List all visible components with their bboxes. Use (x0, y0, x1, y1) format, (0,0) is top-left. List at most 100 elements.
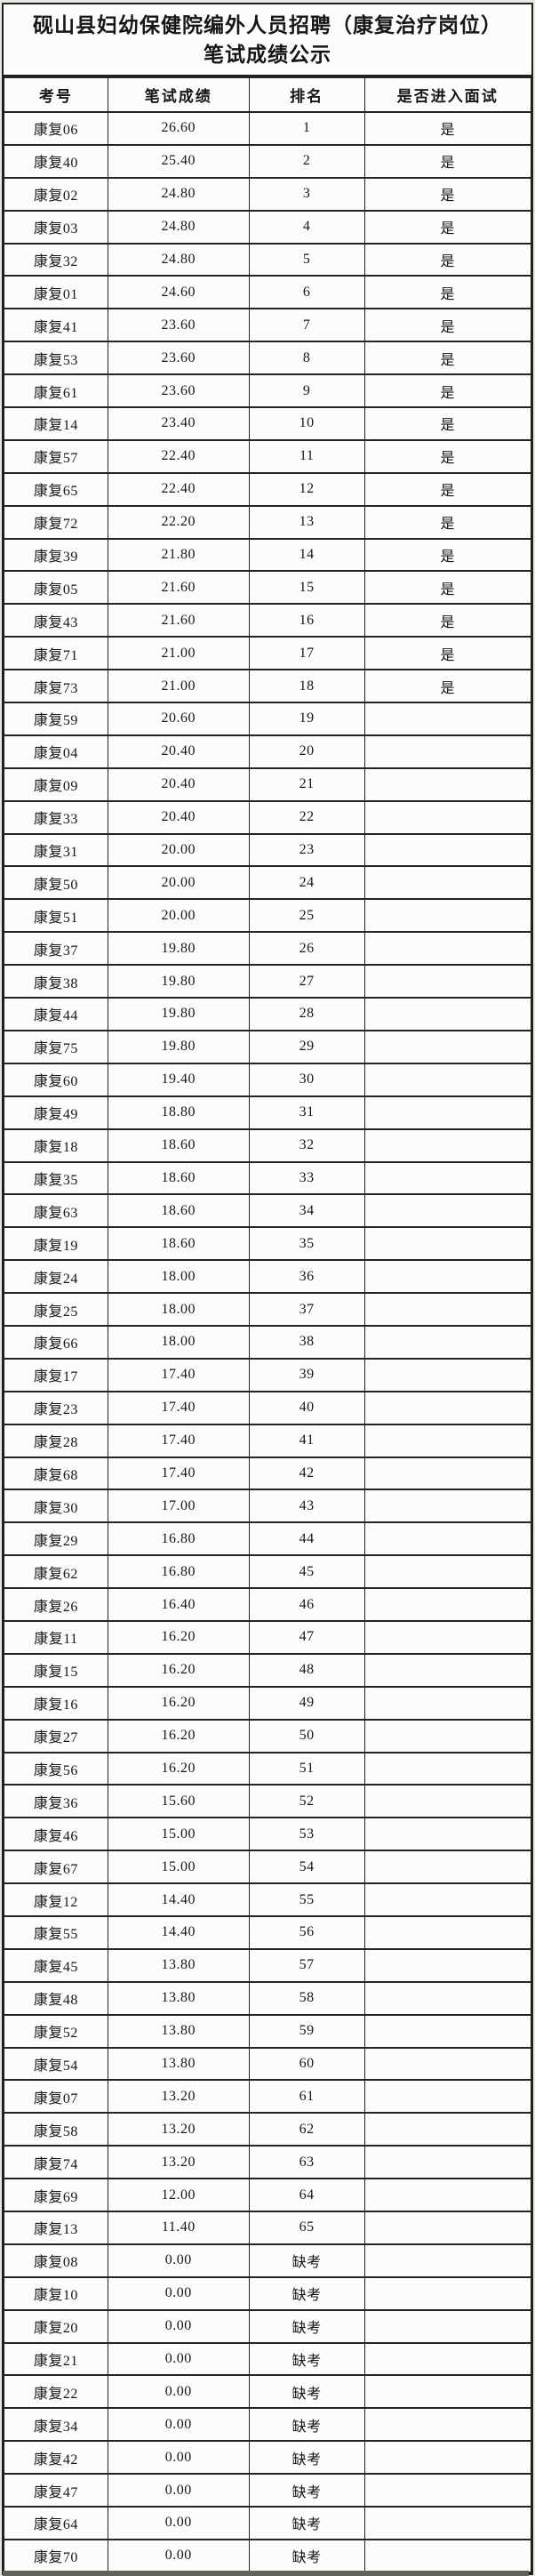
score-cell: 17.40 (107, 1456, 250, 1491)
rank-cell: 35 (248, 1226, 365, 1262)
score-cell: 13.80 (107, 2046, 250, 2082)
interview-cell (363, 2506, 532, 2540)
interview-cell (363, 2275, 532, 2311)
interview-cell (363, 1160, 532, 1196)
score-cell: 12.00 (107, 2178, 250, 2212)
column-header-exam-no: 考号 (4, 76, 108, 113)
table-row: 康复24 18.00 36 (4, 1259, 532, 1295)
exam-no-cell: 康复30 (4, 1489, 108, 1524)
rank-cell: 25 (248, 898, 365, 934)
table-row: 康复61 23.60 9 是 (4, 373, 532, 409)
column-header-rank: 排名 (248, 76, 365, 113)
exam-no-cell: 康复47 (4, 2473, 108, 2508)
score-cell: 16.20 (107, 1619, 250, 1655)
table-row: 康复29 16.80 44 (4, 1521, 532, 1557)
exam-no-cell: 康复57 (4, 438, 108, 474)
interview-cell (363, 1587, 532, 1622)
score-cell: 18.00 (107, 1292, 250, 1327)
table-row: 康复56 16.20 51 (4, 1751, 532, 1786)
score-cell: 19.80 (107, 1029, 250, 1064)
interview-cell: 是 (363, 406, 532, 441)
column-header-score: 笔试成绩 (107, 76, 250, 113)
exam-no-cell: 康复04 (4, 734, 108, 769)
page-title-line-2: 笔试成绩公示 (204, 44, 331, 66)
score-cell: 0.00 (107, 2538, 250, 2573)
rank-cell: 17 (248, 636, 365, 671)
rank-cell: 50 (248, 1718, 365, 1753)
table-row: 康复27 16.20 50 (4, 1718, 532, 1753)
rank-cell: 11 (248, 438, 365, 474)
score-cell: 19.80 (107, 931, 250, 967)
table-row: 康复09 20.40 21 (4, 766, 532, 802)
interview-cell (363, 2374, 532, 2410)
rank-cell: 61 (248, 2079, 365, 2115)
score-cell: 15.60 (107, 1784, 250, 1819)
interview-cell (363, 931, 532, 967)
interview-cell (363, 799, 532, 835)
interview-cell: 是 (363, 438, 532, 474)
table-row: 康复63 18.60 34 (4, 1193, 532, 1229)
exam-no-cell: 康复32 (4, 242, 108, 277)
rank-cell: 56 (248, 1914, 365, 1950)
table-row: 康复12 14.40 55 (4, 1882, 532, 1917)
exam-no-cell: 康复21 (4, 2341, 108, 2377)
table-row: 康复04 20.40 20 (4, 734, 532, 769)
interview-cell (363, 2473, 532, 2508)
score-cell: 23.60 (107, 308, 250, 343)
table-row: 康复58 13.20 62 (4, 2112, 532, 2147)
rank-cell: 38 (248, 1324, 365, 1360)
rank-cell: 41 (248, 1423, 365, 1458)
score-cell: 24.80 (107, 242, 250, 277)
exam-no-cell: 康复17 (4, 1357, 108, 1392)
interview-cell (363, 2407, 532, 2443)
exam-no-cell: 康复53 (4, 341, 108, 376)
interview-cell (363, 2243, 532, 2278)
rank-cell: 9 (248, 373, 365, 409)
score-cell: 20.00 (107, 832, 250, 868)
table-row: 康复57 22.40 11 是 (4, 438, 532, 474)
score-cell: 0.00 (107, 2275, 250, 2311)
rank-cell: 24 (248, 865, 365, 901)
exam-no-cell: 康复11 (4, 1619, 108, 1655)
interview-cell (363, 1947, 532, 1983)
exam-no-cell: 康复37 (4, 931, 108, 967)
table-row: 康复30 17.00 43 (4, 1489, 532, 1524)
exam-no-cell: 康复16 (4, 1685, 108, 1721)
score-cell: 13.80 (107, 2013, 250, 2049)
exam-no-cell: 康复18 (4, 1128, 108, 1163)
rank-cell: 缺考 (248, 2538, 365, 2573)
table-row: 康复32 24.80 5 是 (4, 242, 532, 277)
interview-cell: 是 (363, 275, 532, 310)
exam-no-cell: 康复54 (4, 2046, 108, 2082)
interview-cell (363, 1193, 532, 1229)
rank-cell: 31 (248, 1095, 365, 1130)
interview-cell (363, 1980, 532, 2016)
rank-cell: 33 (248, 1160, 365, 1196)
score-cell: 14.40 (107, 1882, 250, 1917)
exam-no-cell: 康复75 (4, 1029, 108, 1064)
table-row: 康复10 0.00 缺考 (4, 2275, 532, 2311)
table-row: 康复43 21.60 16 是 (4, 603, 532, 638)
rank-cell: 缺考 (248, 2440, 365, 2476)
rank-cell: 8 (248, 341, 365, 376)
interview-cell (363, 997, 532, 1031)
exam-no-cell: 康复46 (4, 1817, 108, 1852)
table-row: 康复50 20.00 24 (4, 865, 532, 901)
interview-cell (363, 1521, 532, 1557)
exam-no-cell: 康复68 (4, 1456, 108, 1491)
interview-cell (363, 832, 532, 868)
score-cell: 16.80 (107, 1521, 250, 1557)
rank-cell: 3 (248, 176, 365, 212)
rank-cell: 49 (248, 1685, 365, 1721)
table-row: 康复38 19.80 27 (4, 964, 532, 999)
interview-cell: 是 (363, 341, 532, 376)
rank-cell: 19 (248, 702, 365, 736)
score-cell: 20.40 (107, 734, 250, 769)
exam-no-cell: 康复40 (4, 143, 108, 179)
score-announcement-sheet: 砚山县妇幼保健院编外人员招聘（康复治疗岗位） 笔试成绩公示 考号 笔试成绩 排名… (2, 3, 533, 2575)
score-cell: 13.20 (107, 2079, 250, 2115)
interview-cell (363, 1259, 532, 1295)
exam-no-cell: 康复07 (4, 2079, 108, 2115)
exam-no-cell: 康复28 (4, 1423, 108, 1458)
